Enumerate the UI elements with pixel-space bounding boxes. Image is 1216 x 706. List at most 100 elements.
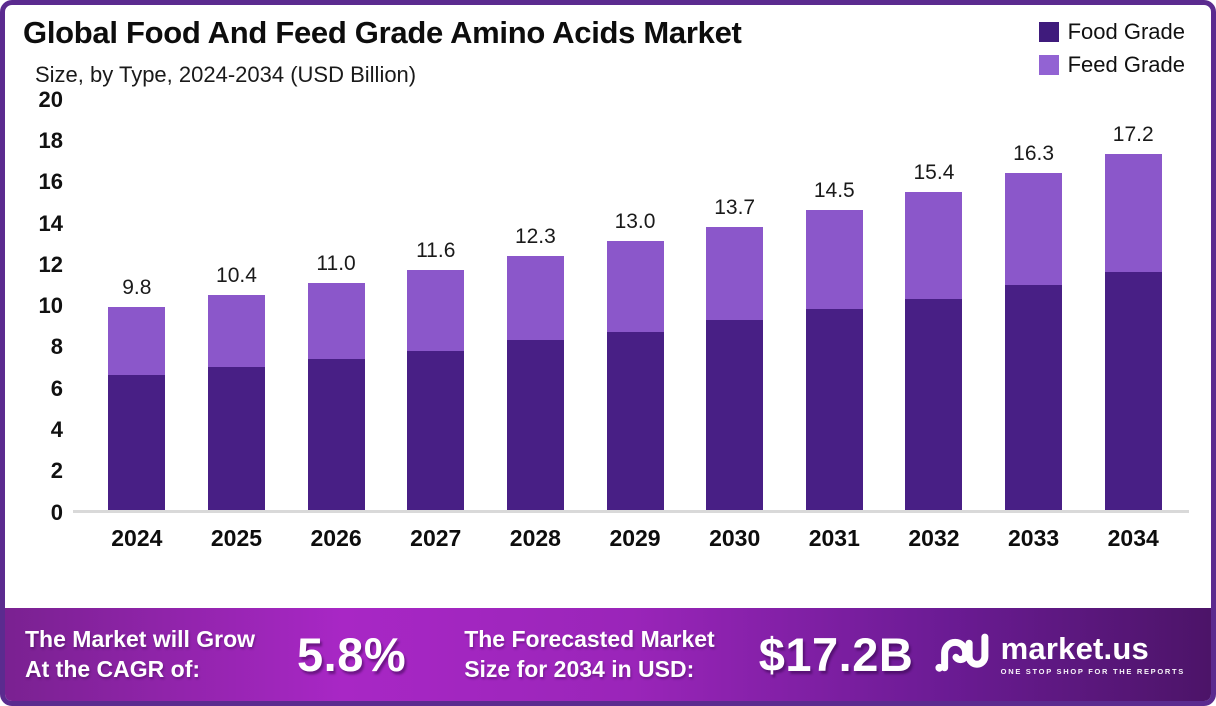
- x-tick-2026: 2026: [310, 524, 362, 551]
- legend-item-food-grade: Food Grade: [1038, 19, 1185, 45]
- bar-stack-2029: 13.0: [606, 210, 664, 510]
- bar-segment-feed-grade-2029: [606, 241, 664, 333]
- plot-area: 9.8 2024 10.4 2025 11.0 2026 11.6 2027 12.3 2028 1…: [73, 100, 1189, 551]
- x-tick-2031: 2031: [808, 524, 860, 551]
- bar-group-2029: 13.0 2029: [585, 100, 685, 551]
- bar-group-2030: 13.7 2030: [685, 100, 785, 551]
- bar-segment-food-grade-2031: [805, 309, 863, 510]
- chart-subtitle: Size, by Type, 2024-2034 (USD Billion): [35, 61, 417, 87]
- forecast-label-line1: The Forecasted Market: [464, 626, 715, 653]
- logo-name: market.us: [1000, 631, 1149, 666]
- bar-group-2025: 10.4 2025: [187, 100, 287, 551]
- bar-stack-2025: 10.4: [207, 263, 265, 510]
- forecast-value: $17.2B: [758, 628, 914, 681]
- legend-swatch-0: [1038, 22, 1059, 42]
- y-tick-2: 2: [50, 458, 63, 484]
- legend-label: Feed Grade: [1067, 52, 1185, 77]
- bar-total-label-2028: 12.3: [514, 224, 556, 248]
- y-tick-6: 6: [50, 375, 63, 401]
- y-tick-14: 14: [38, 210, 63, 236]
- x-tick-2024: 2024: [111, 524, 163, 551]
- y-tick-18: 18: [38, 127, 63, 153]
- cagr-value: 5.8%: [297, 628, 407, 681]
- bar-segment-feed-grade-2027: [407, 270, 465, 351]
- bar-segment-food-grade-2027: [407, 350, 465, 510]
- bar-segment-feed-grade-2030: [706, 226, 764, 320]
- bar-segment-food-grade-2028: [506, 340, 564, 510]
- bar-stack-2028: 12.3: [506, 224, 564, 510]
- bar-segment-food-grade-2024: [108, 375, 166, 510]
- x-tick-2033: 2033: [1008, 524, 1060, 551]
- bar-segment-feed-grade-2034: [1104, 154, 1162, 273]
- marketus-logo: market.us ONE STOP SHOP FOR THE REPORTS: [935, 629, 1185, 680]
- bar-segment-feed-grade-2025: [207, 294, 265, 368]
- bar-total-label-2025: 10.4: [216, 263, 257, 287]
- bar-stack-2030: 13.7: [706, 195, 764, 510]
- cagr-label-line1: The Market will Grow: [25, 626, 256, 653]
- bar-total-label-2034: 17.2: [1112, 123, 1154, 147]
- footer-banner: The Market will Grow At the CAGR of: 5.8…: [5, 608, 1211, 701]
- x-tick-2032: 2032: [908, 524, 960, 551]
- page-title: Global Food And Feed Grade Amino Acids M…: [23, 15, 742, 50]
- y-tick-0: 0: [50, 499, 63, 525]
- bar-segment-food-grade-2030: [706, 319, 764, 510]
- x-tick-2034: 2034: [1107, 524, 1159, 551]
- bar-group-2033: 16.3 2033: [984, 100, 1084, 551]
- bar-total-label-2029: 13.0: [614, 210, 656, 234]
- bar-segment-food-grade-2033: [1005, 284, 1063, 510]
- bar-total-label-2026: 11.0: [316, 251, 356, 275]
- bar-segment-food-grade-2032: [905, 299, 963, 510]
- legend-label: Food Grade: [1067, 19, 1185, 44]
- bar-group-2028: 12.3 2028: [486, 100, 586, 551]
- bar-group-2032: 15.4 2032: [884, 100, 984, 551]
- bar-stack-2031: 14.5: [805, 179, 863, 510]
- bar-group-2024: 9.8 2024: [87, 100, 187, 551]
- bar-segment-feed-grade-2026: [307, 282, 365, 359]
- bar-stack-2032: 15.4: [905, 160, 963, 510]
- bar-segment-feed-grade-2031: [805, 210, 863, 310]
- bar-segment-food-grade-2026: [307, 358, 365, 510]
- chart-legend: Food Grade Feed Grade: [1038, 19, 1189, 78]
- bar-total-label-2030: 13.7: [714, 195, 756, 219]
- x-tick-2030: 2030: [709, 524, 761, 551]
- bar-segment-feed-grade-2032: [905, 191, 963, 300]
- bar-stack-2033: 16.3: [1005, 142, 1063, 510]
- bar-segment-food-grade-2029: [606, 332, 664, 510]
- legend-swatch-1: [1038, 55, 1059, 75]
- y-tick-8: 8: [50, 334, 63, 360]
- bar-stack-2026: 11.0: [307, 251, 365, 510]
- bar-stack-2034: 17.2: [1104, 123, 1162, 510]
- bar-stack-2024: 9.8: [108, 276, 166, 510]
- x-tick-2028: 2028: [509, 524, 561, 551]
- chart-section: Global Food And Feed Grade Amino Acids M…: [5, 5, 1211, 608]
- bar-total-label-2024: 9.8: [122, 276, 152, 300]
- y-axis: 0 2 4 6 8 10 12 14 16 18 20: [23, 87, 73, 525]
- bar-segment-feed-grade-2024: [108, 307, 166, 376]
- bar-total-label-2027: 11.6: [416, 239, 456, 263]
- bar-segment-feed-grade-2033: [1005, 173, 1063, 285]
- forecast-label: The Forecasted Market Size for 2034 in U…: [464, 625, 715, 684]
- bar-segment-food-grade-2025: [207, 367, 265, 510]
- title-block: Global Food And Feed Grade Amino Acids M…: [23, 15, 742, 88]
- y-tick-20: 20: [38, 86, 63, 112]
- bar-group-2026: 11.0 2026: [286, 100, 386, 551]
- forecast-label-line2: Size for 2034 in USD:: [464, 655, 695, 682]
- cagr-label-line2: At the CAGR of:: [25, 655, 201, 682]
- bar-group-2027: 11.6 2027: [386, 100, 486, 551]
- header: Global Food And Feed Grade Amino Acids M…: [23, 15, 1189, 88]
- x-tick-2027: 2027: [410, 524, 462, 551]
- bar-stack-2027: 11.6: [407, 239, 465, 510]
- y-tick-4: 4: [50, 417, 63, 443]
- bar-group-2031: 14.5 2031: [784, 100, 884, 551]
- y-tick-16: 16: [38, 169, 63, 195]
- legend-item-feed-grade: Feed Grade: [1038, 52, 1185, 78]
- cagr-label: The Market will Grow At the CAGR of:: [25, 625, 255, 684]
- x-tick-2029: 2029: [609, 524, 661, 551]
- bar-total-label-2032: 15.4: [913, 160, 955, 184]
- y-tick-12: 12: [38, 251, 63, 277]
- bar-total-label-2031: 14.5: [813, 179, 855, 203]
- bar-group-2034: 17.2 2034: [1083, 100, 1183, 551]
- x-tick-2025: 2025: [210, 524, 263, 551]
- bar-total-label-2033: 16.3: [1013, 142, 1055, 166]
